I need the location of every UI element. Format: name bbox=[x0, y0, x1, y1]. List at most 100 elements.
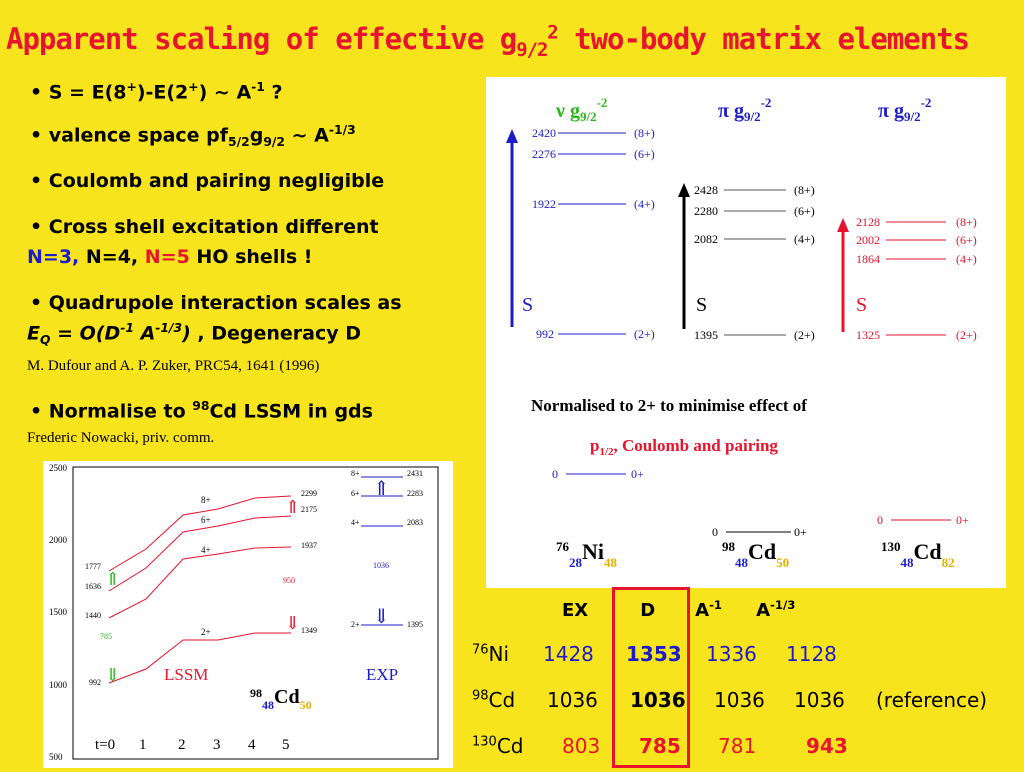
bullet-cross-shell: • Cross shell excitation different bbox=[30, 216, 379, 238]
level-scheme-svg: ν g9/2-2 π g9/2-2 π g9/2-2 S S S 2420 (8+… bbox=[506, 95, 977, 570]
svg-text:1395: 1395 bbox=[407, 620, 423, 629]
green-down-arrow: ⇓ bbox=[105, 665, 120, 685]
exp-down-arrow: ⇓ bbox=[373, 606, 390, 628]
levels-nu-g92: 2420 (8+) 2276 (6+) 1922 (4+) 992 (2+) bbox=[532, 126, 655, 341]
svg-text:8+: 8+ bbox=[201, 495, 211, 505]
svg-text:0+: 0+ bbox=[631, 467, 644, 481]
svg-text:2+: 2+ bbox=[351, 620, 360, 629]
levels-pi-g92-cd98: 2428 (8+) 2280 (6+) 2082 (4+) 1395 (2+) bbox=[694, 183, 815, 342]
svg-text:2: 2 bbox=[178, 737, 186, 753]
mid-value-785: 785 bbox=[100, 632, 112, 641]
svg-text:(8+): (8+) bbox=[794, 183, 815, 197]
svg-text:0: 0 bbox=[877, 513, 883, 527]
arrow-head-black bbox=[678, 183, 690, 197]
green-up-arrow: ⇑ bbox=[105, 569, 120, 589]
svg-text:2420: 2420 bbox=[532, 126, 556, 140]
svg-text:(4+): (4+) bbox=[794, 232, 815, 246]
bullet-ho-shells: N=3, N=4, N=5 HO shells ! bbox=[27, 246, 313, 268]
svg-text:0+: 0+ bbox=[956, 513, 969, 527]
svg-text:(8+): (8+) bbox=[956, 215, 977, 229]
curve-6plus bbox=[108, 515, 292, 592]
svg-text:0: 0 bbox=[552, 467, 558, 481]
svg-text:4+: 4+ bbox=[201, 545, 211, 555]
svg-text:2175: 2175 bbox=[301, 505, 317, 514]
svg-text:992: 992 bbox=[536, 327, 554, 341]
svg-text:1922: 1922 bbox=[532, 197, 556, 211]
table-row-cd130: 130Cd 803 785 781 943 bbox=[472, 734, 848, 758]
svg-text:(2+): (2+) bbox=[956, 328, 977, 342]
svg-text:1864: 1864 bbox=[856, 252, 880, 266]
svg-text:1395: 1395 bbox=[694, 328, 718, 342]
arrow-head-red bbox=[837, 218, 849, 232]
header-nu-g92: ν g9/2-2 bbox=[555, 95, 607, 124]
plot-frame bbox=[72, 466, 439, 760]
reference-nowacki: Frederic Nowacki, priv. comm. bbox=[27, 430, 215, 446]
header-pi-g92-cd130: π g9/2-2 bbox=[878, 95, 931, 124]
normalise-note-line2: p1/2, Coulomb and pairing bbox=[590, 436, 778, 458]
exp-label: EXP bbox=[366, 665, 398, 684]
start-values: 1777 1636 1440 992 bbox=[85, 562, 101, 687]
svg-text:3: 3 bbox=[213, 737, 221, 753]
svg-text:2000: 2000 bbox=[49, 535, 68, 545]
lssm-svg: 2500 2000 1500 1000 500 8+ 6+ 4+ 2+ 1777… bbox=[49, 463, 439, 762]
svg-text:2299: 2299 bbox=[301, 489, 317, 498]
bullet-s-definition: • S = E(8+)-E(2+) ~ A-1 ? bbox=[30, 80, 283, 104]
level-scheme-panel: ν g9/2-2 π g9/2-2 π g9/2-2 S S S 2420 (8+… bbox=[486, 77, 1006, 588]
red-down-arrow: ⇓ bbox=[285, 613, 300, 633]
svg-text:1636: 1636 bbox=[85, 582, 101, 591]
d-column-highlight bbox=[612, 587, 690, 768]
lssm-evolution-panel: 2500 2000 1500 1000 500 8+ 6+ 4+ 2+ 1777… bbox=[43, 461, 453, 768]
bullet-valence-space: • valence space pf5/2g9/2 ~ A-1/3 bbox=[30, 123, 356, 150]
exp-up-arrow: ⇑ bbox=[373, 478, 390, 500]
end-values: 2299 2175 1937 1349 bbox=[301, 489, 317, 635]
exp-labels: 8+ 2431 6+ 2283 4+ 2083 2+ 1395 bbox=[351, 469, 423, 629]
curve-8plus bbox=[108, 495, 292, 572]
nucleus-ni76: 7628Ni48 bbox=[556, 539, 618, 570]
svg-text:(6+): (6+) bbox=[634, 147, 655, 161]
svg-text:1000: 1000 bbox=[49, 680, 68, 690]
svg-text:1777: 1777 bbox=[85, 562, 101, 571]
exp-mid-1036: 1036 bbox=[373, 561, 389, 570]
svg-text:6+: 6+ bbox=[351, 489, 360, 498]
t-axis-labels: t=0 1 2 3 4 5 bbox=[95, 737, 290, 753]
svg-text:(6+): (6+) bbox=[794, 204, 815, 218]
svg-text:2428: 2428 bbox=[694, 183, 718, 197]
arrow-head-blue bbox=[506, 129, 518, 143]
bullet-coulomb: • Coulomb and pairing negligible bbox=[30, 170, 385, 192]
svg-text:2500: 2500 bbox=[49, 463, 68, 473]
svg-text:(8+): (8+) bbox=[634, 126, 655, 140]
svg-text:5: 5 bbox=[282, 737, 290, 753]
table-row-cd98: 98Cd 1036 1036 1036 1036 (reference) bbox=[472, 688, 988, 712]
nucleus-cd98: 9848Cd50 bbox=[722, 539, 789, 570]
s-label-black: S bbox=[696, 294, 707, 316]
svg-text:2+: 2+ bbox=[201, 627, 211, 637]
svg-text:2283: 2283 bbox=[407, 489, 423, 498]
svg-text:2431: 2431 bbox=[407, 469, 423, 478]
ground-states: 0 0+ 0 0+ 0 0+ bbox=[552, 467, 969, 539]
svg-text:992: 992 bbox=[89, 678, 101, 687]
svg-text:(2+): (2+) bbox=[634, 327, 655, 341]
curve-2plus bbox=[108, 632, 291, 684]
lssm-curves bbox=[108, 495, 292, 684]
mid-value-950: 950 bbox=[283, 576, 295, 585]
svg-text:4+: 4+ bbox=[351, 518, 360, 527]
svg-text:500: 500 bbox=[49, 752, 63, 762]
lssm-label: LSSM bbox=[164, 665, 208, 684]
reference-dufour: M. Dufour and A. P. Zuker, PRC54, 1641 (… bbox=[27, 358, 320, 374]
bullet-quadrupole: • Quadrupole interaction scales as bbox=[30, 292, 402, 314]
svg-text:2002: 2002 bbox=[856, 233, 880, 247]
svg-text:(4+): (4+) bbox=[634, 197, 655, 211]
table-row-ni76: 76Ni 1428 1353 1336 1128 bbox=[472, 642, 837, 666]
svg-text:2128: 2128 bbox=[856, 215, 880, 229]
header-pi-g92-cd98: π g9/2-2 bbox=[718, 95, 771, 124]
svg-text:2276: 2276 bbox=[532, 147, 556, 161]
svg-text:0+: 0+ bbox=[794, 525, 807, 539]
svg-text:1937: 1937 bbox=[301, 541, 317, 550]
svg-text:6+: 6+ bbox=[201, 515, 211, 525]
svg-text:2083: 2083 bbox=[407, 518, 423, 527]
svg-text:1349: 1349 bbox=[301, 626, 317, 635]
svg-text:(2+): (2+) bbox=[794, 328, 815, 342]
svg-text:t=0: t=0 bbox=[95, 737, 115, 753]
lower-nucleus-cd98: 9848Cd50 bbox=[250, 686, 312, 712]
svg-text:1440: 1440 bbox=[85, 611, 101, 620]
